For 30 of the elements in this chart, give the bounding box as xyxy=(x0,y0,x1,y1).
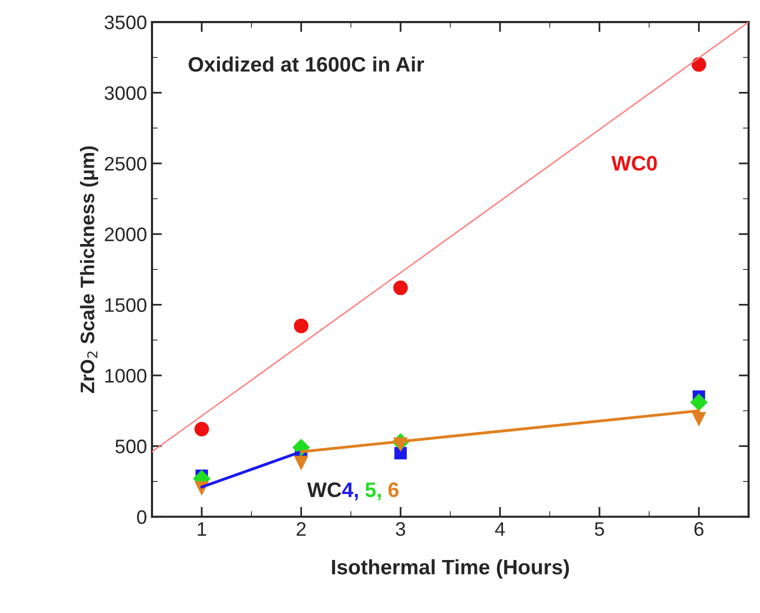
series-label: 5, xyxy=(365,482,381,500)
x-tick-label: 5 xyxy=(594,522,604,536)
point xyxy=(393,280,408,296)
y-axis-title: ZrO$_{2}$ Scale Thickness (μm) xyxy=(80,146,98,393)
text: 4, xyxy=(342,482,358,500)
point xyxy=(690,393,708,412)
point xyxy=(194,422,209,436)
y-tick-label: 2500 xyxy=(104,156,146,171)
y-tick-label: 1000 xyxy=(105,368,146,383)
y-tick-label: 3500 xyxy=(104,16,146,30)
series-label: 6 xyxy=(388,482,399,498)
point xyxy=(294,456,308,470)
x-tick-label: 1 xyxy=(198,522,206,536)
y-tick-label: 500 xyxy=(115,440,146,454)
y-tick-label: 2000 xyxy=(104,228,146,242)
point xyxy=(692,412,706,427)
y-tick-label: 1500 xyxy=(105,298,146,312)
point xyxy=(394,446,407,460)
annotation: WC xyxy=(307,482,342,498)
y-tick-label: 0 xyxy=(137,510,146,524)
text: WC0 xyxy=(611,156,657,171)
x-axis-title: Isothermal Time (Hours) xyxy=(332,559,569,579)
x-tick-label: 6 xyxy=(694,522,704,536)
annotation: Oxidized at 1600C in Air xyxy=(188,56,424,72)
x-tick-label: 3 xyxy=(396,522,406,536)
point xyxy=(294,318,308,334)
x-tick-label: 4 xyxy=(495,522,505,536)
x-tick-label: 2 xyxy=(296,522,306,536)
y-tick-label: 3000 xyxy=(104,86,146,100)
point xyxy=(692,57,706,72)
